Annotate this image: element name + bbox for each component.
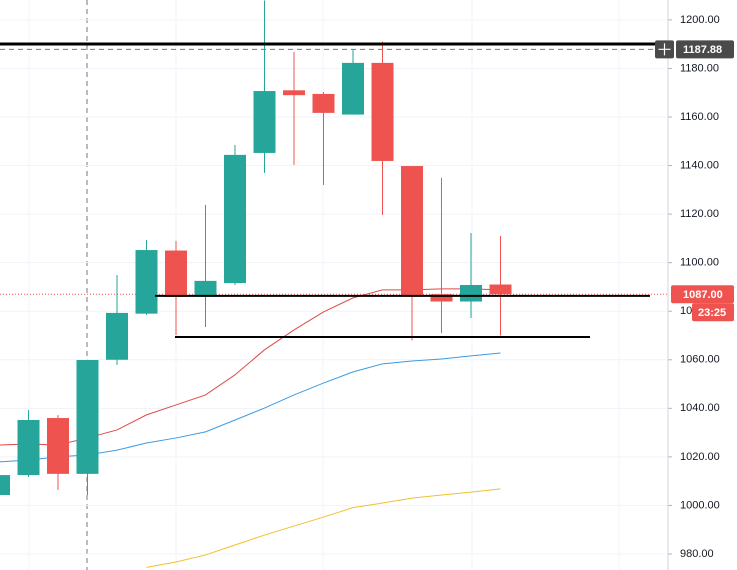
y-tick-label: 1060.00 (680, 354, 720, 366)
candle-body (165, 250, 187, 297)
candle-body (460, 285, 482, 302)
y-tick-label: 1200.00 (680, 14, 720, 26)
candle-body (371, 62, 394, 161)
last-price-box (671, 285, 734, 304)
candle-body (253, 91, 276, 153)
candle-body (401, 166, 423, 297)
moving-average (146, 488, 501, 568)
candle-body (342, 62, 364, 115)
y-tick-label: 1180.00 (680, 62, 719, 74)
candle-body (194, 280, 217, 297)
crosshair-price-box (676, 40, 734, 59)
moving-average (0, 288, 501, 446)
candle-body (224, 154, 246, 284)
countdown-box (692, 303, 734, 322)
candle-body (135, 250, 158, 314)
crosshair-plus (658, 43, 671, 56)
candle-body (430, 294, 453, 302)
candle-body (312, 93, 335, 113)
countdown: 23:25 (698, 307, 726, 319)
candle-body (283, 90, 305, 96)
y-tick-label: 1000.00 (680, 499, 720, 511)
crosshair-price: 1187.88 (683, 44, 722, 56)
candle-body (0, 475, 10, 495)
candle-body (47, 418, 69, 474)
candle-body (489, 284, 512, 295)
y-tick-label: 1140.00 (680, 159, 719, 171)
candle-body (17, 419, 40, 476)
candle-body (76, 360, 99, 474)
y-tick-label: 1160.00 (680, 111, 719, 123)
y-tick-label: 980.00 (680, 548, 714, 560)
y-tick-label: 1040.00 (680, 402, 720, 414)
candle-body (106, 312, 128, 360)
moving-average (0, 352, 501, 463)
last-price-label: 1087.00 (683, 289, 723, 301)
y-tick-label: 1020.00 (680, 451, 720, 463)
y-tick-label: 1100.00 (680, 257, 719, 269)
y-tick-label: 1120.00 (680, 208, 719, 220)
